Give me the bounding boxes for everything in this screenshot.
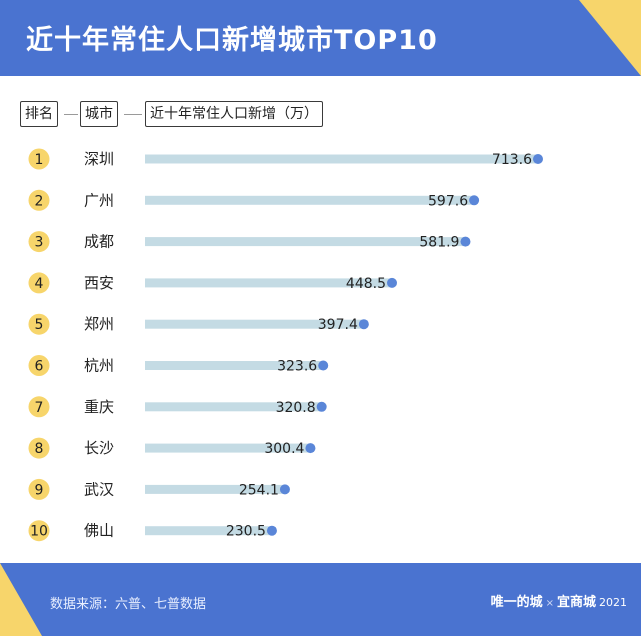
rank-label: 1: [35, 152, 44, 168]
value-label: 581.9: [419, 235, 459, 251]
column-divider: [124, 114, 142, 115]
bar-end-dot: [533, 154, 543, 164]
rank-circle: [28, 520, 50, 542]
rank-circle: [28, 313, 50, 335]
value-label: 597.6: [428, 193, 468, 209]
rank-label: 8: [35, 441, 44, 457]
city-label: 长沙: [84, 439, 114, 457]
city-label: 深圳: [84, 150, 114, 168]
rank-label: 3: [35, 235, 44, 251]
brand-right: 宜商城: [556, 595, 596, 610]
rank-label: 10: [30, 524, 48, 540]
bar: [145, 443, 311, 453]
column-header-value: 近十年常住人口新增（万）: [145, 101, 323, 127]
column-divider: [64, 114, 78, 115]
bar-end-dot: [266, 525, 277, 536]
bar: [145, 526, 272, 536]
rank-circle: [28, 231, 50, 253]
value-label: 397.4: [318, 317, 358, 333]
rank-label: 5: [35, 317, 44, 333]
bar: [145, 319, 364, 329]
rank-circle: [28, 148, 50, 170]
city-label: 杭州: [84, 357, 114, 375]
city-label: 武汉: [84, 480, 114, 498]
bar-end-dot: [387, 277, 398, 288]
rank-circle: [28, 396, 50, 418]
bar-end-dot: [469, 195, 480, 206]
rank-circle: [28, 478, 50, 500]
brand-left: 唯一的城: [490, 595, 543, 610]
rank-label: 7: [35, 400, 44, 416]
city-label: 成都: [84, 233, 114, 251]
footer-corner-accent: [0, 563, 42, 636]
bar: [145, 237, 466, 247]
value-label: 713.6: [492, 152, 532, 168]
header-corner-accent: [579, 0, 641, 76]
rank-label: 4: [35, 276, 44, 292]
column-header-rank: 排名: [20, 101, 58, 127]
city-label: 佛山: [84, 522, 114, 540]
value-label: 320.8: [276, 400, 316, 416]
value-label: 230.5: [226, 524, 266, 540]
bar: [145, 278, 393, 288]
rank-label: 9: [35, 482, 44, 498]
bar-end-dot: [279, 484, 290, 495]
bar-end-dot: [305, 443, 316, 454]
city-label: 西安: [84, 274, 114, 292]
brand-mark: 唯一的城 × 宜商城 2021: [491, 591, 627, 610]
bar: [145, 484, 285, 494]
value-label: 254.1: [239, 482, 279, 498]
bar-end-dot: [358, 319, 369, 330]
bar: [145, 154, 538, 164]
brand-year: 2021: [599, 596, 627, 609]
bar-end-dot: [316, 401, 327, 412]
rank-label: 6: [35, 359, 44, 375]
bar-end-dot: [460, 236, 471, 247]
rank-circle: [28, 437, 50, 459]
header-banner: 近十年常住人口新增城市TOP10: [0, 0, 641, 76]
city-label: 重庆: [84, 398, 114, 416]
footer-banner: 数据来源：六普、七普数据 唯一的城 × 宜商城 2021: [0, 563, 641, 636]
city-label: 郑州: [84, 315, 114, 333]
rank-label: 2: [35, 193, 44, 209]
brand-separator: ×: [545, 598, 554, 609]
rank-circle: [28, 355, 50, 376]
bar: [145, 195, 475, 205]
bar-end-dot: [318, 360, 329, 371]
rank-circle: [28, 189, 50, 211]
value-label: 300.4: [264, 441, 304, 457]
bar: [145, 402, 322, 412]
value-label: 448.5: [346, 276, 386, 292]
value-label: 323.6: [277, 359, 317, 375]
data-source-note: 数据来源：六普、七普数据: [50, 597, 207, 612]
bar-chart: 1 深圳 713.6 2 广州 597.6 3 成都 581.9 4 西安 448.5 5 郑州 397.4…: [28, 148, 543, 542]
city-label: 广州: [84, 191, 114, 209]
column-header-city: 城市: [80, 101, 118, 127]
page-title: 近十年常住人口新增城市TOP10: [26, 25, 438, 56]
rank-circle: [28, 272, 50, 294]
bar: [145, 361, 324, 370]
